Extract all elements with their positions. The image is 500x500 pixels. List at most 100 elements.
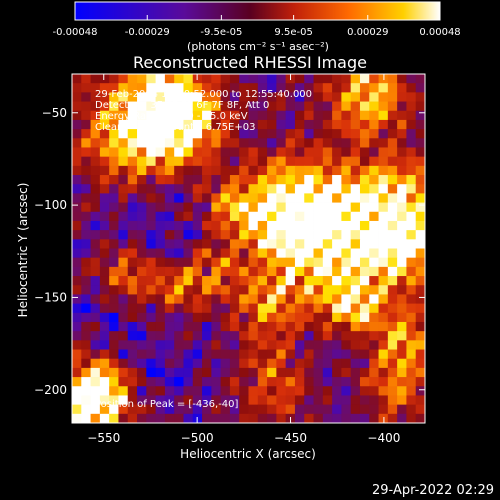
heatmap-cell bbox=[415, 202, 426, 213]
heatmap-cell bbox=[313, 321, 324, 332]
heatmap-cell bbox=[118, 257, 129, 268]
heatmap-cell bbox=[146, 285, 157, 295]
heatmap-cell bbox=[118, 83, 129, 93]
heatmap-cell bbox=[294, 248, 305, 259]
heatmap-cell bbox=[415, 129, 426, 139]
heatmap-cell bbox=[183, 147, 194, 158]
heatmap-cell bbox=[118, 395, 129, 406]
heatmap-cell bbox=[127, 294, 138, 304]
heatmap-cell bbox=[239, 331, 249, 341]
heatmap-cell bbox=[211, 184, 222, 194]
heatmap-cell bbox=[202, 110, 212, 121]
heatmap-cell bbox=[304, 175, 314, 185]
heatmap-cell bbox=[276, 110, 287, 121]
heatmap-cell bbox=[211, 248, 222, 259]
heatmap-cell bbox=[72, 395, 82, 406]
heatmap-cell bbox=[202, 257, 212, 268]
heatmap-cell bbox=[248, 156, 259, 167]
heatmap-cell bbox=[174, 211, 184, 222]
heatmap-cell bbox=[90, 211, 101, 222]
heatmap-cell bbox=[369, 138, 379, 148]
heatmap-cell bbox=[99, 331, 110, 341]
heatmap-cell bbox=[164, 248, 175, 259]
heatmap-cell bbox=[276, 386, 287, 396]
heatmap-cell bbox=[276, 184, 287, 194]
heatmap-cell bbox=[109, 395, 119, 406]
heatmap-cell bbox=[257, 220, 268, 231]
heatmap-cell bbox=[99, 349, 110, 360]
heatmap-cell bbox=[248, 386, 259, 396]
heatmap-cell bbox=[332, 230, 342, 240]
heatmap-cell bbox=[155, 285, 166, 295]
heatmap-cell bbox=[192, 377, 203, 387]
heatmap-cell bbox=[387, 156, 398, 167]
heatmap-cell bbox=[211, 147, 222, 158]
observation-info: 29-Feb-2004 12:50:52.000 to 12:55:40.000… bbox=[95, 89, 312, 133]
heatmap-cell bbox=[406, 220, 417, 231]
heatmap-cell bbox=[229, 404, 240, 415]
heatmap-cell bbox=[137, 285, 147, 295]
heatmap-cell bbox=[239, 367, 249, 378]
heatmap-cell bbox=[415, 156, 426, 167]
heatmap-cell bbox=[155, 367, 166, 378]
heatmap-cell bbox=[313, 349, 324, 360]
heatmap-cell bbox=[220, 220, 231, 231]
heatmap-cell bbox=[81, 386, 91, 396]
heatmap-cell bbox=[294, 276, 305, 286]
heatmap-cell bbox=[137, 395, 147, 406]
heatmap-cell bbox=[267, 110, 277, 121]
heatmap-cell bbox=[109, 312, 119, 323]
heatmap-cell bbox=[72, 220, 82, 231]
heatmap-cell bbox=[294, 193, 305, 203]
heatmap-cell bbox=[387, 184, 398, 194]
heatmap-cell bbox=[90, 340, 101, 350]
heatmap-cell bbox=[239, 358, 249, 369]
heatmap-cell bbox=[276, 276, 287, 286]
heatmap-cell bbox=[239, 377, 249, 387]
heatmap-cell bbox=[72, 119, 82, 130]
heatmap-cell bbox=[267, 92, 277, 102]
heatmap-cell bbox=[211, 386, 222, 396]
heatmap-cell bbox=[332, 147, 342, 158]
heatmap-cell bbox=[267, 413, 277, 424]
heatmap-cell bbox=[99, 202, 110, 213]
colorbar-tick-label: 0.00048 bbox=[419, 27, 460, 38]
heatmap-cell bbox=[127, 349, 138, 360]
heatmap-cell bbox=[220, 404, 231, 415]
heatmap-cell bbox=[276, 220, 287, 231]
heatmap-cell bbox=[137, 276, 147, 286]
heatmap-cell bbox=[183, 377, 194, 387]
heatmap-cell bbox=[294, 101, 305, 112]
heatmap-cell bbox=[304, 413, 314, 424]
heatmap-cell bbox=[359, 83, 370, 93]
heatmap-cell bbox=[378, 74, 389, 84]
heatmap-cell bbox=[304, 294, 314, 304]
heatmap-cell bbox=[174, 340, 184, 350]
heatmap-cell bbox=[72, 110, 82, 121]
heatmap-cell bbox=[294, 156, 305, 167]
heatmap-cell bbox=[109, 74, 119, 84]
heatmap-cell bbox=[174, 119, 184, 130]
heatmap-cell bbox=[90, 175, 101, 185]
heatmap-cell bbox=[332, 138, 342, 148]
heatmap-cell bbox=[341, 230, 352, 240]
heatmap-cell bbox=[257, 303, 268, 314]
heatmap-cell bbox=[164, 184, 175, 194]
heatmap-cell bbox=[406, 92, 417, 102]
heatmap-cell bbox=[248, 331, 259, 341]
heatmap-cell bbox=[220, 248, 231, 259]
heatmap-cell bbox=[276, 230, 287, 240]
heatmap-cell bbox=[239, 386, 249, 396]
heatmap-cell bbox=[164, 165, 175, 176]
heatmap-cell bbox=[304, 165, 314, 176]
heatmap-cell bbox=[127, 147, 138, 158]
heatmap-cell bbox=[174, 239, 184, 249]
heatmap-cell bbox=[406, 211, 417, 222]
heatmap-cell bbox=[109, 83, 119, 93]
heatmap-cell bbox=[304, 321, 314, 332]
heatmap-cell bbox=[369, 386, 379, 396]
heatmap-cell bbox=[341, 138, 352, 148]
heatmap-cell bbox=[378, 257, 389, 268]
heatmap-cell bbox=[276, 340, 287, 350]
heatmap-cell bbox=[387, 294, 398, 304]
